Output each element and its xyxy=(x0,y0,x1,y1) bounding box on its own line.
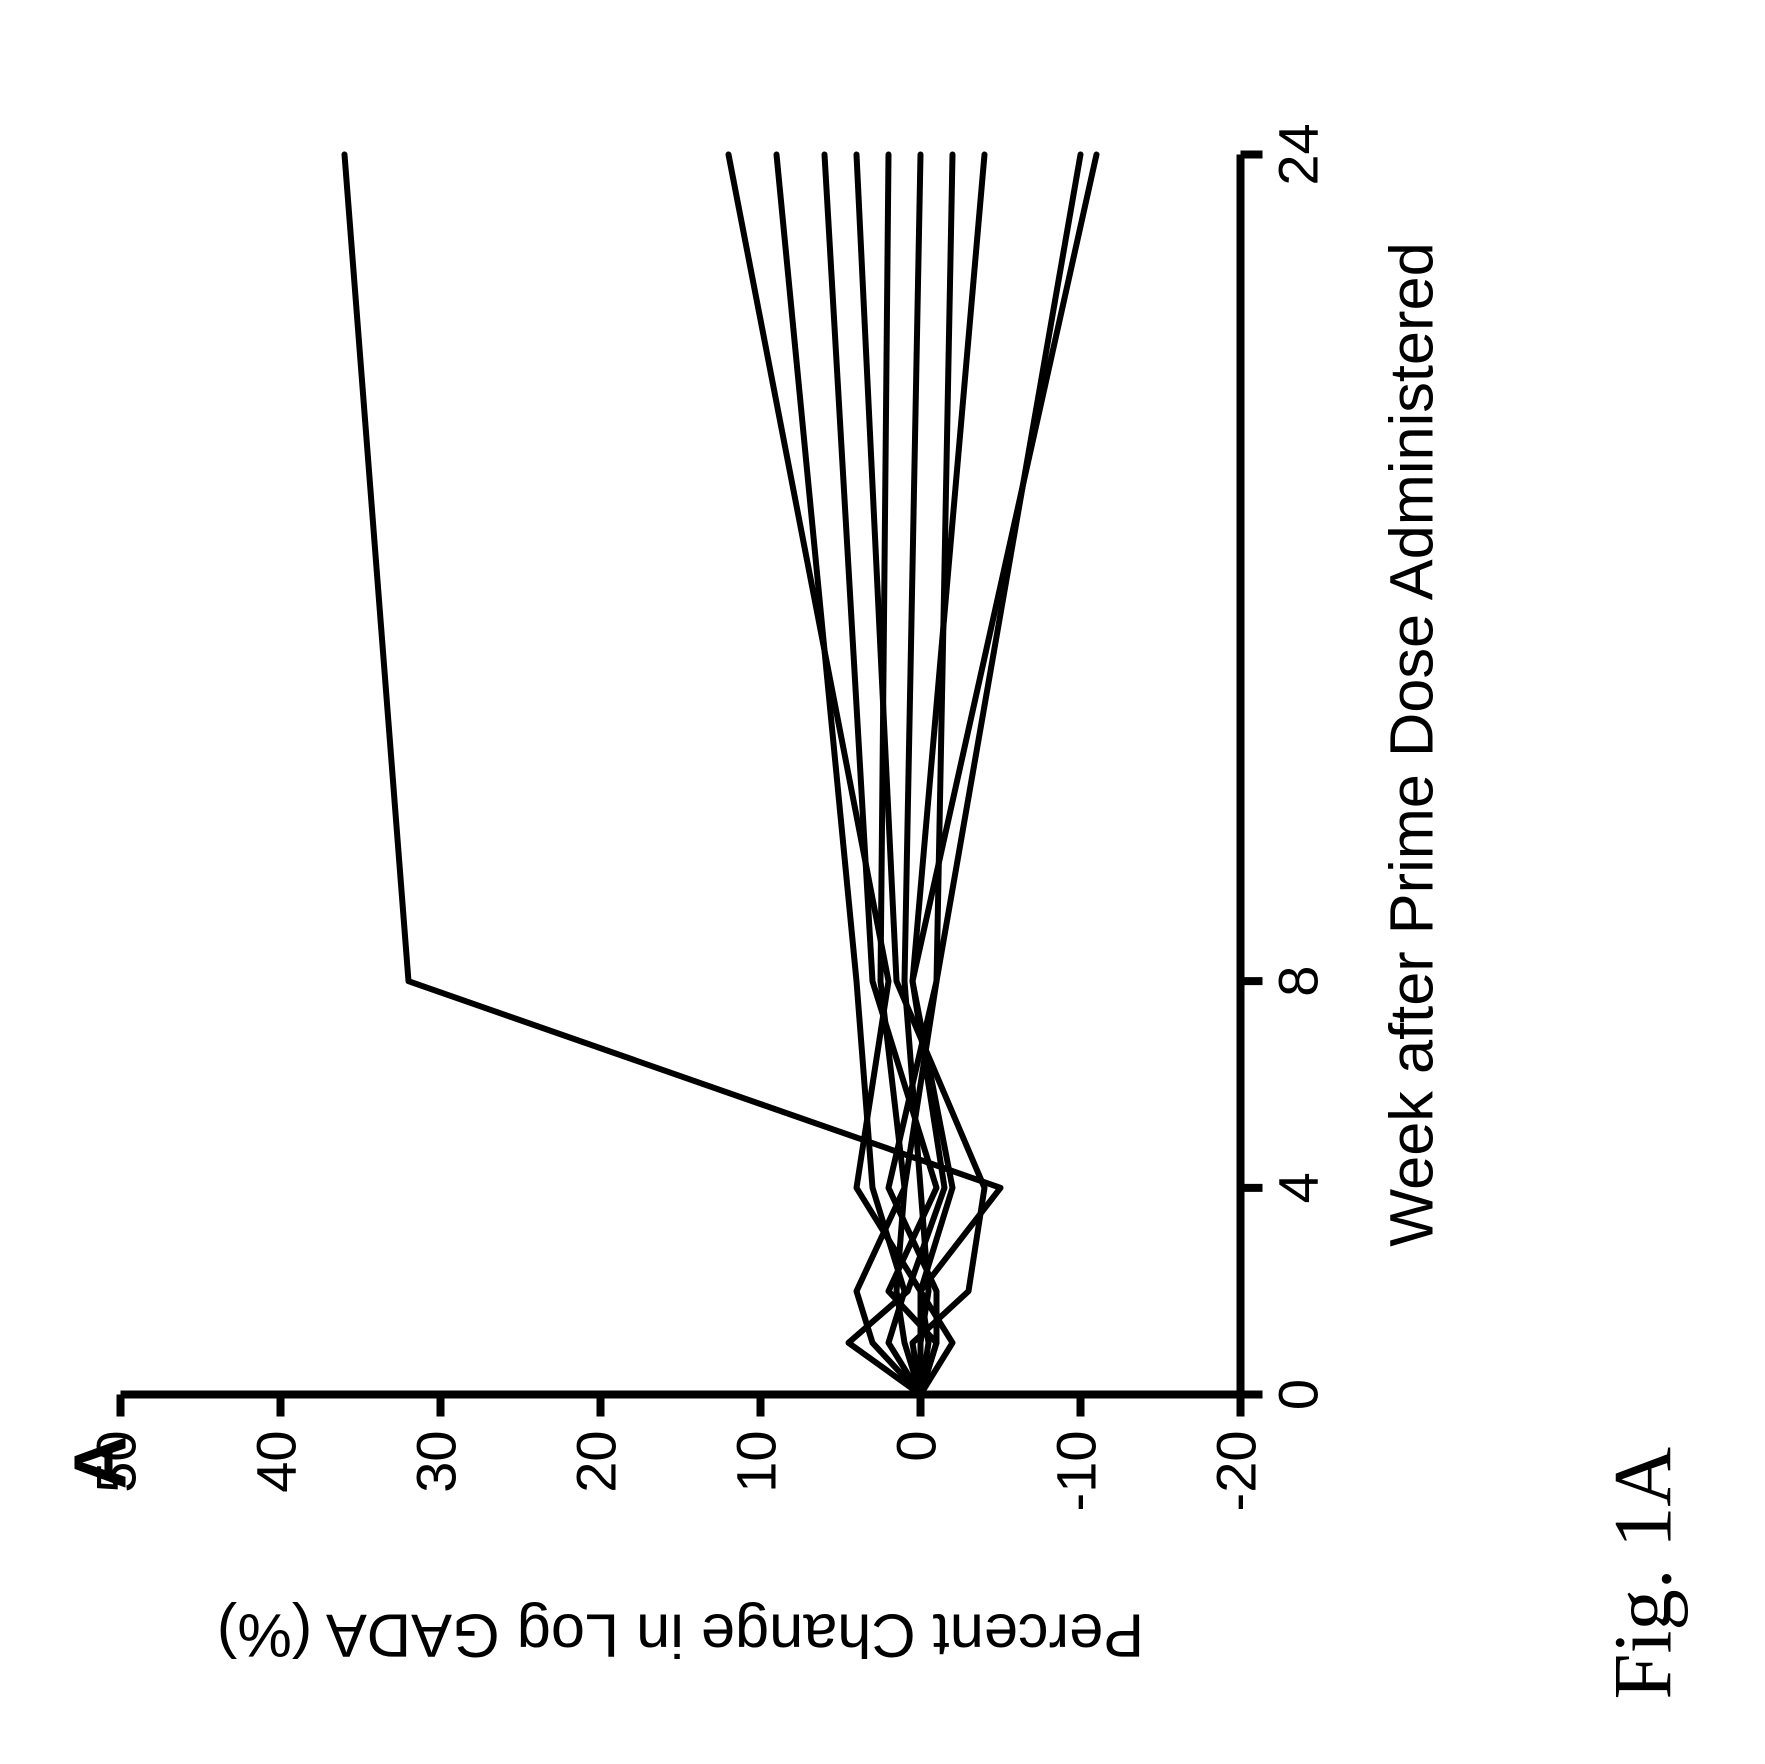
x-tick-label: 4 xyxy=(1266,1172,1329,1203)
y-tick-label: 10 xyxy=(724,1430,787,1492)
data-series-line xyxy=(728,154,920,1394)
y-tick-label: 0 xyxy=(884,1430,947,1461)
line-chart: -20-100102030405004824Percent Change in … xyxy=(0,0,1765,1764)
y-axis-label: Percent Change in Log GADA (%) xyxy=(216,1601,1143,1670)
y-tick-label: 40 xyxy=(244,1430,307,1492)
x-tick-label: 0 xyxy=(1266,1378,1329,1409)
panel-letter: A xyxy=(57,1435,141,1489)
y-tick-label: 30 xyxy=(404,1430,467,1492)
x-axis-label: Week after Prime Dose Administered xyxy=(1376,242,1445,1246)
figure-caption: Fig. 1A xyxy=(1596,1446,1688,1699)
figure-stage: -20-100102030405004824Percent Change in … xyxy=(0,0,1765,1764)
y-tick-label: -10 xyxy=(1044,1430,1107,1511)
chart-inner: -20-100102030405004824Percent Change in … xyxy=(0,0,1765,1764)
x-tick-label: 8 xyxy=(1266,965,1329,996)
y-tick-label: -20 xyxy=(1204,1430,1267,1511)
y-tick-label: 20 xyxy=(564,1430,627,1492)
x-tick-label: 24 xyxy=(1266,123,1329,185)
